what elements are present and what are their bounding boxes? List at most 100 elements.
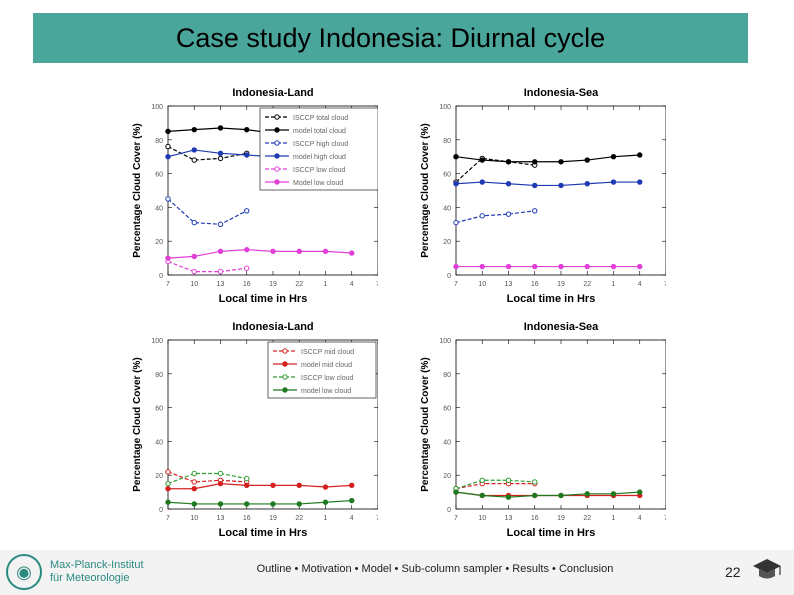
data-point bbox=[191, 470, 197, 477]
data-point bbox=[296, 248, 302, 255]
data-point bbox=[532, 208, 538, 214]
series-line-0 bbox=[167, 471, 247, 483]
chart-svg: Indonesia-Land 0 20 40 60 80 100 7 10 13 16 19 22 1 4 7… bbox=[132, 321, 378, 539]
data-point bbox=[610, 263, 617, 270]
x-tick-label: 10 bbox=[478, 515, 486, 522]
data-point bbox=[322, 248, 329, 255]
data-point bbox=[637, 263, 643, 270]
data-point bbox=[322, 484, 329, 490]
data-point bbox=[191, 486, 197, 492]
data-point bbox=[217, 268, 224, 275]
data-point bbox=[584, 491, 590, 497]
x-tick-label: 19 bbox=[269, 515, 277, 522]
series-line-5 bbox=[167, 249, 352, 259]
x-tick-label: 7 bbox=[166, 281, 170, 288]
y-tick-label: 20 bbox=[443, 473, 451, 480]
x-tick-label: 16 bbox=[531, 281, 539, 288]
y-tick-label: 100 bbox=[439, 104, 451, 111]
y-tick-label: 0 bbox=[159, 273, 163, 280]
data-point bbox=[191, 126, 197, 133]
y-tick-label: 100 bbox=[151, 104, 163, 111]
data-point bbox=[479, 477, 485, 483]
data-point bbox=[322, 499, 329, 505]
data-point bbox=[610, 179, 617, 185]
data-point bbox=[270, 248, 276, 255]
plot-frame bbox=[455, 105, 666, 276]
y-tick-label: 40 bbox=[443, 439, 451, 446]
data-point bbox=[191, 268, 197, 275]
page-number: 22 bbox=[725, 564, 741, 580]
y-tick-label: 20 bbox=[155, 473, 163, 480]
x-tick-label: 22 bbox=[583, 281, 591, 288]
chart-svg: Indonesia-Sea 0 20 40 60 80 100 7 10 13 16 19 22 1 4 7 P… bbox=[420, 321, 666, 539]
series-line-3 bbox=[455, 181, 640, 187]
y-tick-label: 20 bbox=[443, 239, 451, 246]
data-point bbox=[532, 182, 538, 189]
x-tick-label: 7 bbox=[454, 281, 458, 288]
x-tick-label: 19 bbox=[557, 515, 565, 522]
legend-marker bbox=[274, 140, 280, 146]
y-tick-label: 40 bbox=[443, 205, 451, 212]
chart-land-cloud-types: Indonesia-Land 0 20 40 60 80 100 7 10 13 16 19 22 1 4 7… bbox=[130, 80, 378, 310]
x-tick-label: 1 bbox=[612, 515, 616, 522]
chart-sea-cloud-types: Indonesia-Sea 0 20 40 60 80 100 7 10 13 16 19 22 1 4 7 P… bbox=[418, 80, 666, 310]
x-axis-label: Local time in Hrs bbox=[507, 527, 596, 539]
legend-marker bbox=[274, 153, 280, 159]
y-tick-label: 0 bbox=[447, 507, 451, 514]
data-point bbox=[165, 143, 171, 150]
chart-title: Indonesia-Sea bbox=[524, 321, 599, 333]
y-tick-label: 40 bbox=[155, 439, 163, 446]
data-point bbox=[191, 479, 197, 485]
data-point bbox=[479, 157, 485, 163]
series-line-0 bbox=[455, 157, 535, 183]
data-point bbox=[244, 475, 250, 482]
x-tick-label: 13 bbox=[505, 281, 513, 288]
x-tick-label: 4 bbox=[638, 515, 642, 522]
data-point bbox=[453, 181, 459, 187]
x-tick-label: 7 bbox=[376, 281, 378, 288]
x-tick-label: 13 bbox=[505, 515, 513, 522]
y-axis-label: Percentage Cloud Cover (%) bbox=[420, 123, 431, 257]
x-tick-label: 4 bbox=[350, 515, 354, 522]
data-point bbox=[165, 154, 171, 160]
footer-bar bbox=[0, 550, 794, 595]
data-point bbox=[217, 155, 224, 162]
data-point bbox=[637, 179, 643, 185]
data-point bbox=[532, 159, 538, 165]
y-tick-label: 100 bbox=[151, 338, 163, 345]
data-point bbox=[270, 482, 276, 489]
y-tick-label: 40 bbox=[155, 205, 163, 212]
data-point bbox=[505, 159, 512, 165]
data-point bbox=[453, 154, 459, 160]
y-axis-label: Percentage Cloud Cover (%) bbox=[132, 357, 143, 491]
data-point bbox=[217, 501, 224, 507]
data-point bbox=[244, 501, 250, 507]
data-point bbox=[191, 147, 197, 153]
data-point bbox=[244, 265, 250, 271]
x-tick-label: 7 bbox=[376, 515, 378, 522]
footer-nav: Outline • Motivation • Model • Sub-colum… bbox=[256, 563, 614, 575]
data-point bbox=[165, 469, 171, 475]
y-tick-label: 80 bbox=[155, 372, 163, 379]
y-tick-label: 60 bbox=[155, 172, 163, 179]
series-line-4 bbox=[167, 260, 247, 273]
legend-marker bbox=[274, 127, 280, 133]
data-point bbox=[558, 492, 564, 499]
data-point bbox=[532, 492, 538, 499]
x-tick-label: 13 bbox=[217, 515, 225, 522]
logo-text: Max-Planck-Institut für Meteorologie bbox=[50, 559, 144, 585]
chart-title: Indonesia-Land bbox=[232, 321, 313, 333]
slide-title: Case study Indonesia: Diurnal cycle bbox=[175, 22, 606, 53]
data-point bbox=[479, 213, 485, 219]
data-point bbox=[453, 219, 459, 226]
data-point bbox=[610, 491, 617, 497]
y-tick-label: 0 bbox=[159, 507, 163, 514]
x-tick-label: 1 bbox=[324, 281, 328, 288]
data-point bbox=[244, 152, 250, 158]
series-line-3 bbox=[167, 499, 352, 505]
x-tick-label: 19 bbox=[557, 281, 565, 288]
data-point bbox=[165, 486, 171, 492]
x-tick-label: 7 bbox=[664, 515, 666, 522]
series-line-2 bbox=[455, 479, 535, 490]
legend-marker bbox=[282, 348, 288, 354]
